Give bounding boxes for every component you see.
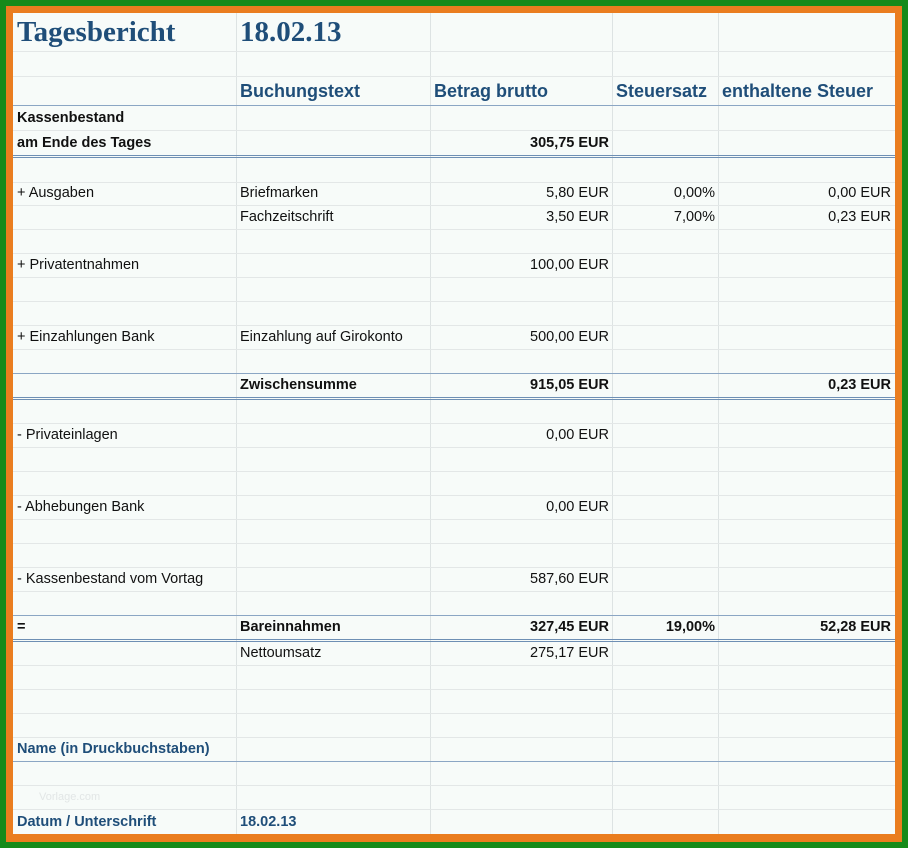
kassenbestand-label2: am Ende des Tages	[17, 135, 152, 151]
title-row: Tagesbericht 18.02.13	[13, 13, 895, 52]
ausgaben-amount: 3,50 EUR	[546, 209, 609, 225]
empty-row	[13, 471, 895, 496]
empty-row	[13, 665, 895, 690]
ausgaben-tax: 0,23 EUR	[828, 209, 891, 225]
privateinlagen-label: - Privateinlagen	[17, 427, 118, 443]
report-title: Tagesbericht	[17, 15, 176, 48]
empty-row: Vorlage.com	[13, 785, 895, 810]
empty-row	[13, 761, 895, 786]
empty-row	[13, 543, 895, 568]
kassenbestand-label: Kassenbestand	[17, 110, 125, 126]
privatentnahmen-label: + Privatentnahmen	[17, 257, 140, 273]
name-label: Name (in Druckbuchstaben)	[17, 741, 210, 757]
header-steuer: enthaltene Steuer	[722, 80, 874, 101]
signature-row: Datum / Unterschrift 18.02.13	[13, 810, 895, 834]
einzahlungen-amount: 500,00 EUR	[530, 329, 609, 345]
zwischensumme-amount: 915,05 EUR	[530, 377, 609, 393]
ausgaben-tax: 0,00 EUR	[828, 185, 891, 201]
empty-row	[13, 447, 895, 472]
bareinnahmen-amount: 327,45 EUR	[530, 619, 609, 635]
table-row: + Ausgaben Briefmarken 5,80 EUR 0,00% 0,…	[13, 181, 895, 206]
abhebungen-label: - Abhebungen Bank	[17, 499, 145, 515]
bareinnahmen-label: Bareinnahmen	[240, 619, 341, 635]
empty-row	[13, 349, 895, 374]
empty-row	[13, 158, 895, 183]
table-row: Kassenbestand	[13, 106, 895, 131]
table-row: + Privatentnahmen 100,00 EUR	[13, 253, 895, 278]
empty-row	[13, 519, 895, 544]
privateinlagen-amount: 0,00 EUR	[546, 427, 609, 443]
ausgaben-rate: 7,00%	[673, 209, 715, 225]
table-row: - Kassenbestand vom Vortag 587,60 EUR	[13, 567, 895, 592]
empty-row	[13, 277, 895, 302]
netto-amount: 275,17 EUR	[530, 645, 609, 661]
header-steuersatz: Steuersatz	[616, 80, 708, 101]
empty-row	[13, 301, 895, 326]
ausgaben-rate: 0,00%	[673, 185, 715, 201]
table-row: Fachzeitschrift 3,50 EUR 7,00% 0,23 EUR	[13, 205, 895, 230]
name-row: Name (in Druckbuchstaben)	[13, 737, 895, 762]
ausgaben-text: Briefmarken	[240, 185, 319, 201]
watermark: Vorlage.com	[39, 791, 101, 803]
privatentnahmen-amount: 100,00 EUR	[530, 257, 609, 273]
empty-row	[13, 399, 895, 424]
bareinnahmen-tax: 52,28 EUR	[820, 619, 891, 635]
vortag-amount: 587,60 EUR	[530, 571, 609, 587]
bareinnahmen-sign: =	[17, 619, 26, 635]
ausgaben-text: Fachzeitschrift	[240, 209, 334, 225]
ausgaben-amount: 5,80 EUR	[546, 185, 609, 201]
datum-label: Datum / Unterschrift	[17, 814, 157, 830]
table-row: am Ende des Tages 305,75 EUR	[13, 131, 895, 158]
header-row: Buchungstext Betrag brutto Steuersatz en…	[13, 77, 895, 106]
kassenbestand-amount: 305,75 EUR	[530, 135, 609, 151]
zwischensumme-label: Zwischensumme	[240, 377, 357, 393]
einzahlungen-label: + Einzahlungen Bank	[17, 329, 155, 345]
table-row: - Privateinlagen 0,00 EUR	[13, 423, 895, 448]
empty-row	[13, 689, 895, 714]
abhebungen-amount: 0,00 EUR	[546, 499, 609, 515]
netto-label: Nettoumsatz	[240, 645, 322, 661]
total-row: = Bareinnahmen 327,45 EUR 19,00% 52,28 E…	[13, 615, 895, 642]
empty-row	[13, 713, 895, 738]
table-row: - Abhebungen Bank 0,00 EUR	[13, 495, 895, 520]
header-betrag: Betrag brutto	[434, 80, 548, 101]
empty-row	[13, 591, 895, 616]
ausgaben-label: + Ausgaben	[17, 185, 95, 201]
zwischensumme-tax: 0,23 EUR	[828, 377, 891, 393]
table-row: Nettoumsatz 275,17 EUR	[13, 641, 895, 666]
vortag-label: - Kassenbestand vom Vortag	[17, 571, 204, 587]
table-row: + Einzahlungen Bank Einzahlung auf Girok…	[13, 325, 895, 350]
report-date: 18.02.13	[240, 15, 342, 48]
header-buchungstext: Buchungstext	[240, 80, 361, 101]
subtotal-row: Zwischensumme 915,05 EUR 0,23 EUR	[13, 373, 895, 400]
empty-row	[13, 52, 895, 77]
bareinnahmen-rate: 19,00%	[665, 619, 715, 635]
einzahlungen-text: Einzahlung auf Girokonto	[240, 329, 403, 345]
datum-value: 18.02.13	[240, 814, 297, 830]
spreadsheet: Tagesbericht 18.02.13 Buchungstext Betra…	[13, 13, 895, 834]
empty-row	[13, 229, 895, 254]
